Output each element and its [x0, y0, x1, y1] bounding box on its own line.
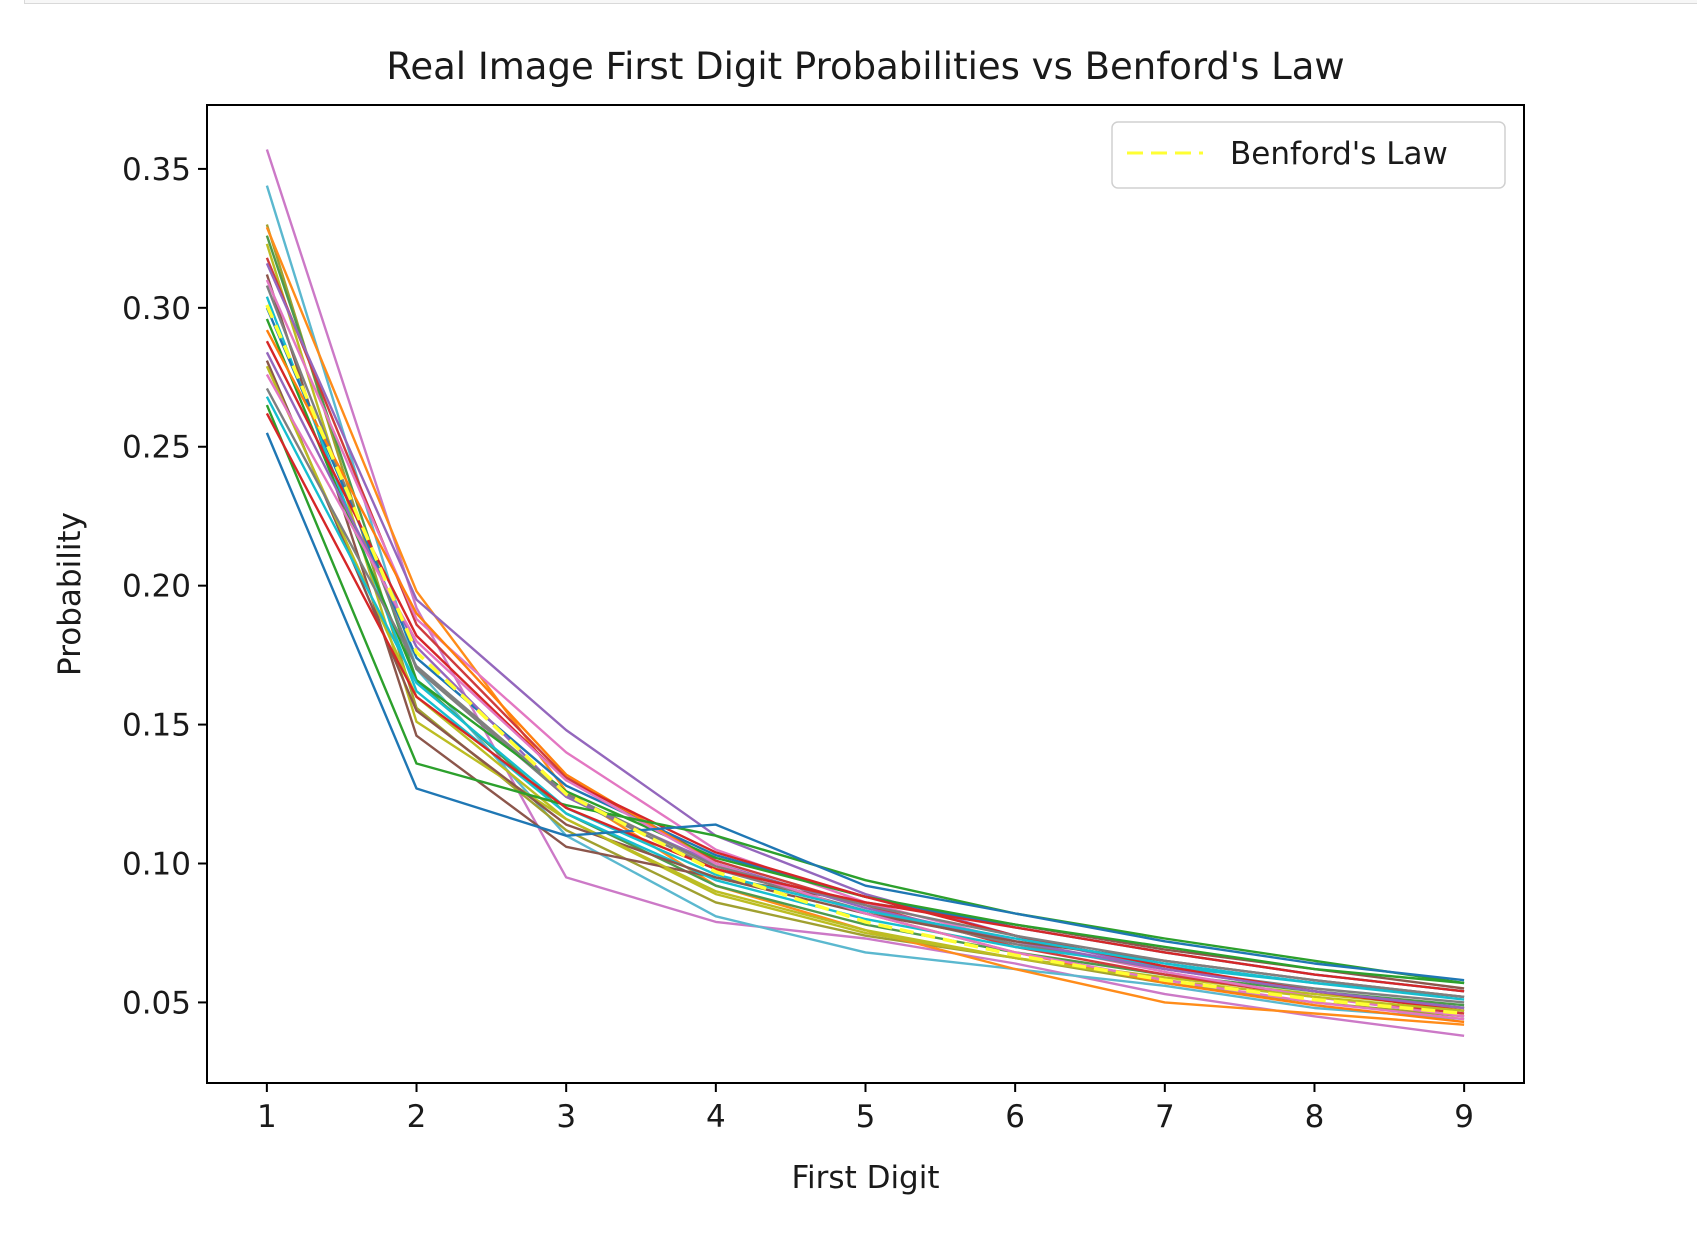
series-line-5 [265, 235, 1465, 1007]
series-line-22 [265, 396, 1465, 1001]
series-line-17 [265, 351, 1465, 1010]
series-line-13 [265, 307, 1465, 993]
legend-benford-label: Benford's Law [1230, 136, 1448, 172]
series-line-23 [265, 404, 1465, 985]
series-line-25 [265, 432, 1465, 982]
x-tick-label: 7 [1155, 1099, 1175, 1135]
y-tick-label: 0.15 [122, 708, 191, 744]
x-tick-label: 5 [856, 1099, 876, 1135]
x-tick-label: 3 [556, 1099, 576, 1135]
y-axis-ticks: 0.05 0.10 0.15 0.20 0.25 0.30 0.35 [122, 152, 207, 1021]
x-axis-label: First Digit [791, 1160, 939, 1196]
x-tick-label: 9 [1454, 1099, 1474, 1135]
series-line-7 [265, 257, 1465, 1015]
series-line-20 [265, 373, 1465, 1021]
y-tick-label: 0.10 [122, 847, 191, 883]
series-layer [265, 149, 1465, 1037]
x-tick-label: 6 [1005, 1099, 1025, 1135]
x-axis-ticks: 1 2 3 4 5 6 7 8 9 [257, 1083, 1474, 1135]
y-tick-label: 0.35 [122, 152, 191, 188]
notebook-cell-border [24, 0, 1697, 4]
x-tick-label: 8 [1305, 1099, 1325, 1135]
x-tick-label: 4 [706, 1099, 726, 1135]
y-axis-label: Probability [52, 512, 88, 676]
y-tick-label: 0.25 [122, 430, 191, 466]
series-line-19 [265, 365, 1465, 1012]
series-line-14 [265, 318, 1465, 985]
x-tick-label: 2 [407, 1099, 427, 1135]
y-tick-label: 0.05 [122, 985, 191, 1021]
y-tick-label: 0.20 [122, 569, 191, 605]
x-tick-label: 1 [257, 1099, 277, 1135]
benford-law-line [265, 304, 1465, 1016]
chart-title: Real Image First Digit Probabilities vs … [386, 45, 1344, 88]
series-line-21 [265, 387, 1465, 999]
legend: Benford's Law [1111, 121, 1506, 189]
y-tick-label: 0.30 [122, 291, 191, 327]
legend-box [1111, 121, 1506, 189]
benford-layer [265, 304, 1465, 1016]
series-line-24 [265, 412, 1465, 993]
